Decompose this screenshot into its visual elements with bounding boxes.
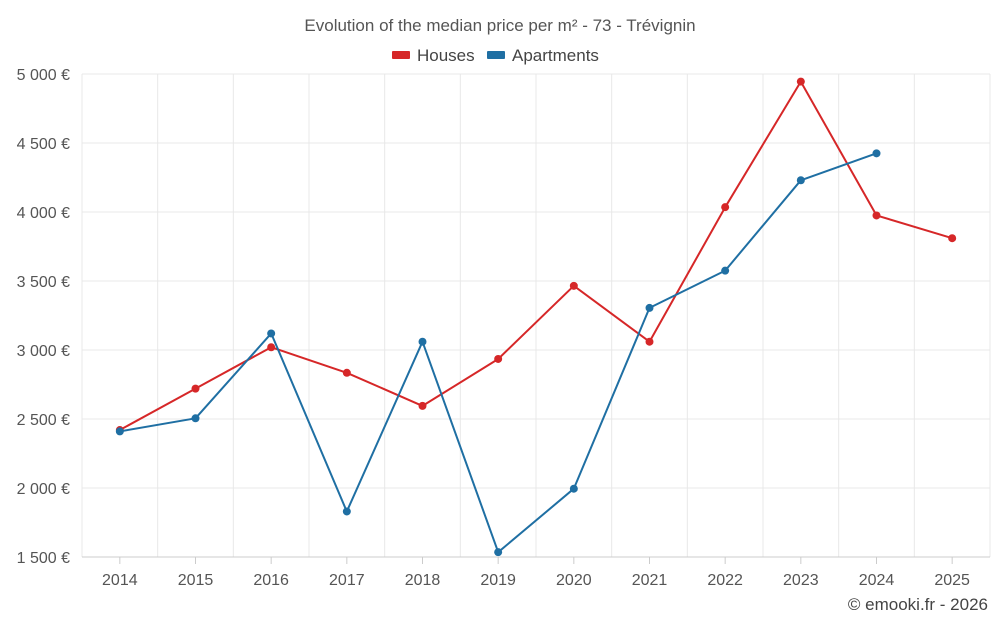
credit: © emooki.fr - 2026 — [847, 595, 988, 614]
y-tick-label: 2 000 € — [17, 481, 70, 498]
data-point-houses — [721, 203, 730, 212]
y-tick-label: 4 000 € — [17, 205, 70, 222]
data-point-houses — [191, 384, 200, 393]
x-tick-label: 2024 — [859, 572, 895, 589]
y-tick-label: 3 500 € — [17, 274, 70, 291]
data-point-houses — [796, 77, 805, 86]
data-point-apartments — [418, 337, 427, 346]
x-tick-label: 2018 — [405, 572, 441, 589]
x-tick-label: 2021 — [632, 572, 668, 589]
data-point-houses — [418, 401, 427, 410]
data-point-apartments — [267, 329, 276, 338]
series-group — [115, 77, 957, 557]
legend-swatch-houses — [392, 51, 410, 59]
x-tick-label: 2017 — [329, 572, 365, 589]
data-point-apartments — [115, 427, 124, 436]
data-point-apartments — [645, 303, 654, 312]
x-tick-label: 2023 — [783, 572, 819, 589]
chart-title: Evolution of the median price per m² - 7… — [304, 16, 695, 35]
y-axis: 1 500 € 2 000 € 2 500 € 3 000 € 3 500 € 4 000… — [17, 67, 70, 567]
legend-label-apartments: Apartments — [512, 46, 599, 65]
data-point-houses — [645, 337, 654, 346]
data-point-apartments — [494, 548, 503, 557]
data-point-houses — [569, 281, 578, 290]
data-point-houses — [267, 343, 276, 352]
y-tick-label: 3 000 € — [17, 343, 70, 360]
x-tick-label: 2025 — [934, 572, 970, 589]
x-tick-label: 2020 — [556, 572, 592, 589]
data-point-houses — [948, 234, 957, 243]
x-tick-label: 2014 — [102, 572, 138, 589]
series-line-houses — [119, 80, 953, 431]
legend: Houses Apartments — [392, 46, 599, 65]
legend-label-houses: Houses — [417, 46, 475, 65]
y-tick-label: 2 500 € — [17, 412, 70, 429]
x-tick-label: 2015 — [178, 572, 214, 589]
data-point-apartments — [191, 414, 200, 423]
x-tick-label: 2019 — [480, 572, 516, 589]
grid — [81, 73, 991, 564]
data-point-apartments — [721, 266, 730, 275]
x-axis: 2014 2015 2016 2017 2018 2019 2020 2021 2022 2023… — [102, 572, 970, 589]
data-point-apartments — [569, 484, 578, 493]
x-tick-label: 2022 — [707, 572, 743, 589]
data-point-houses — [872, 211, 881, 220]
y-tick-label: 5 000 € — [17, 67, 70, 84]
y-tick-label: 1 500 € — [17, 550, 70, 567]
data-point-houses — [494, 354, 503, 363]
legend-swatch-apartments — [487, 51, 505, 59]
x-tick-label: 2016 — [253, 572, 289, 589]
y-tick-label: 4 500 € — [17, 136, 70, 153]
data-point-apartments — [872, 149, 881, 158]
data-point-houses — [342, 368, 351, 377]
data-point-apartments — [796, 176, 805, 185]
data-point-apartments — [342, 507, 351, 516]
